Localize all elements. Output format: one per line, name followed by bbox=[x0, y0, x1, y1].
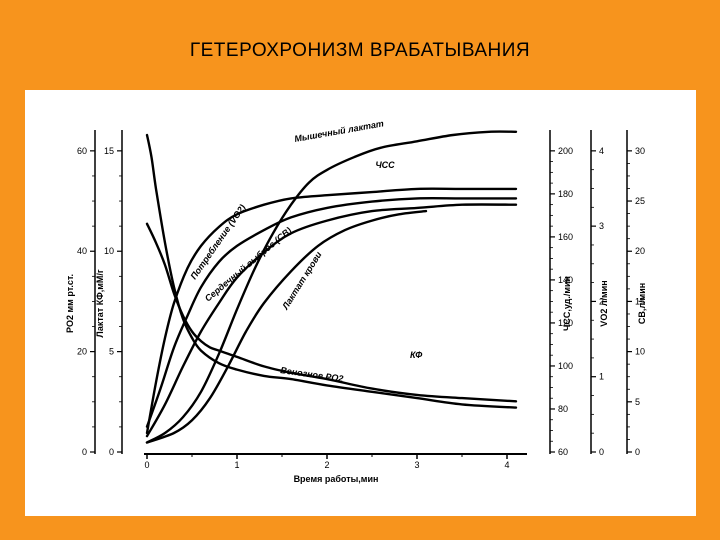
y-tick-label: 0 bbox=[82, 447, 87, 457]
y-axis-label: PO2 мм рт.ст. bbox=[65, 274, 75, 333]
y-tick-label: 5 bbox=[635, 397, 640, 407]
series-line-creatine-phosphate bbox=[145, 222, 518, 403]
y-tick-label: 10 bbox=[635, 347, 645, 357]
y-axis-label: СВ,л/мин bbox=[637, 283, 647, 324]
y-tick-label: 60 bbox=[77, 146, 87, 156]
series-label-venous-po2: Венозное PO2 bbox=[280, 365, 344, 384]
y-tick-label: 5 bbox=[109, 347, 114, 357]
y-tick-label: 140 bbox=[558, 275, 573, 285]
y-tick-label: 25 bbox=[635, 196, 645, 206]
series-label-muscle-lactate: Мышечный лактат bbox=[294, 118, 385, 144]
y-axis-label: ЧСС,уд./мин bbox=[562, 276, 572, 331]
x-tick-label: 1 bbox=[234, 460, 239, 470]
series-line-venous-po2 bbox=[145, 133, 518, 409]
y-tick-label: 10 bbox=[104, 246, 114, 256]
y-tick-label: 15 bbox=[635, 296, 645, 306]
y-axis-label: Лактат КФ,мМ/г bbox=[95, 269, 105, 338]
y-tick-label: 60 bbox=[558, 447, 568, 457]
y-tick-label: 15 bbox=[104, 146, 114, 156]
series-line-cardiac-output bbox=[145, 203, 518, 438]
chart-figure: 0 1 2 3 4 Время работы,мин 0 20 40 60 PO2 мм рт.ст… bbox=[25, 90, 696, 516]
slide-title: ГЕТЕРОХРОНИЗМ ВРАБАТЫВАНИЯ bbox=[189, 40, 531, 61]
y-tick-label: 100 bbox=[558, 361, 573, 371]
y-axis-label: VO2 л/мин bbox=[599, 280, 609, 326]
series-line-o2-consumption bbox=[145, 196, 518, 428]
x-tick-label: 4 bbox=[504, 460, 509, 470]
y-tick-label: 120 bbox=[558, 318, 573, 328]
y-tick-label: 40 bbox=[77, 246, 87, 256]
y-tick-label: 0 bbox=[635, 447, 640, 457]
x-tick-label: 2 bbox=[324, 460, 329, 470]
y-tick-label: 180 bbox=[558, 189, 573, 199]
x-axis-label: Время работы,мин bbox=[294, 474, 379, 484]
x-tick-label: 0 bbox=[144, 460, 149, 470]
series-label-creatine-phosphate: КФ bbox=[410, 350, 422, 360]
y-tick-label: 20 bbox=[77, 347, 87, 357]
series-line-muscle-lactate bbox=[145, 130, 518, 444]
y-tick-label: 20 bbox=[635, 246, 645, 256]
y-tick-label: 0 bbox=[599, 447, 604, 457]
y-tick-label: 160 bbox=[558, 232, 573, 242]
y-tick-label: 1 bbox=[599, 372, 604, 382]
y-tick-label: 3 bbox=[599, 221, 604, 231]
y-tick-label: 80 bbox=[558, 404, 568, 414]
series-line-blood-lactate bbox=[145, 209, 428, 444]
y-tick-label: 200 bbox=[558, 146, 573, 156]
x-tick-label: 3 bbox=[414, 460, 419, 470]
series-label-heart-rate: ЧСС bbox=[375, 160, 395, 170]
y-tick-label: 2 bbox=[599, 296, 604, 306]
y-tick-label: 0 bbox=[109, 447, 114, 457]
y-tick-label: 30 bbox=[635, 146, 645, 156]
series-line-heart-rate bbox=[145, 187, 518, 435]
y-tick-label: 4 bbox=[599, 146, 604, 156]
